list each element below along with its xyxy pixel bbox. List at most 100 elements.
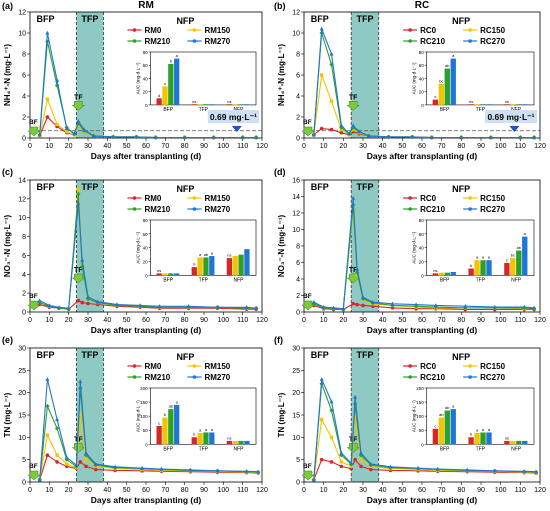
x-tick-label: 0: [28, 487, 32, 494]
y-tick-label: 5: [22, 457, 26, 464]
data-point-RM270: [254, 135, 259, 140]
inset-bar: [468, 104, 474, 105]
inset-bar: [209, 256, 215, 276]
x-tick-label: 120: [256, 487, 268, 494]
data-point-RM210: [76, 121, 81, 126]
data-point-RM270: [182, 135, 187, 140]
inset-sig-letter: a: [199, 252, 202, 257]
data-point-RM270: [115, 302, 119, 307]
panel-2: 0 10 20 30 40 50 60 70 80 90 100 110 120 0 2 4 6 8 10 12 Day…: [274, 0, 546, 161]
data-point-RM270: [215, 305, 220, 309]
x-tick-label: 20: [65, 143, 73, 150]
x-tick-label: 40: [379, 317, 387, 324]
x-tick-label: 0: [302, 317, 306, 324]
tfp-label: TFP: [356, 14, 373, 24]
x-axis-label: Days after transplanting (d): [367, 325, 478, 335]
bfp-label: BFP: [36, 350, 54, 360]
x-tick-label: 110: [237, 487, 248, 494]
nfp-label: NFP: [452, 16, 470, 26]
data-point-RM150: [55, 453, 59, 457]
data-point-RC270: [532, 135, 537, 140]
tfp-label: TFP: [81, 182, 98, 192]
inset-y-tick-label: 50: [143, 428, 149, 433]
inset-bar: [238, 104, 244, 105]
data-point-RC270: [465, 467, 470, 472]
data-point-RM270: [140, 465, 145, 470]
data-point-RC150: [320, 417, 324, 422]
x-tick-label: 80: [181, 143, 189, 150]
inset-bar: [516, 440, 522, 445]
threshold-arrow: [231, 126, 242, 132]
data-point-RM270: [55, 417, 60, 422]
x-tick-label: 70: [161, 487, 169, 494]
inset-sig-letter: c: [158, 420, 160, 425]
inset-x-label: TFP: [199, 107, 209, 113]
bf-label: BF: [303, 293, 312, 300]
x-tick-label: 60: [418, 487, 426, 494]
tf-arrow: [71, 273, 86, 284]
data-point-RC270: [518, 135, 523, 140]
nfp-label: NFP: [452, 184, 470, 194]
legend-label-RC270: RC270: [480, 37, 505, 46]
y-tick-label: 30: [18, 346, 26, 353]
inset-x-label: TFP: [476, 277, 486, 283]
legend-marker-RC270: [468, 207, 472, 211]
legend-label-RC270: RC270: [480, 373, 505, 382]
inset-x-label: TFP: [199, 446, 209, 452]
inset-sig-letter: ns: [227, 435, 231, 440]
data-point-RM270: [188, 467, 193, 472]
x-tick-label: 30: [84, 143, 92, 150]
bfp-label: BFP: [36, 182, 54, 192]
data-point-RM0: [86, 301, 90, 306]
inset-bar: [203, 257, 209, 276]
inset-y-tick-label: 100: [140, 414, 148, 419]
data-point-RM270: [55, 78, 60, 82]
data-point-RC270: [347, 131, 352, 136]
data-point-RC270: [410, 134, 415, 139]
legend-label-RC150: RC150: [480, 26, 505, 35]
y-tick-label: 6: [22, 73, 26, 80]
inset-sig-letter: a: [482, 427, 485, 432]
data-point-RM270: [211, 135, 216, 140]
inset-sig-letter: d: [158, 93, 160, 98]
y-tick-label: 4: [296, 94, 300, 101]
bf-arrow: [27, 126, 41, 137]
panel-group-title: RM: [138, 0, 154, 11]
data-point-RM0: [80, 300, 84, 305]
inset-sig-letter: ab: [517, 245, 522, 250]
data-point-RM270: [57, 305, 61, 309]
data-point-RC270: [433, 303, 438, 307]
y-tick-label: 4: [296, 277, 300, 284]
data-point-RM270: [47, 303, 52, 307]
tf-label: TF: [74, 94, 83, 101]
inset-bar: [197, 104, 203, 105]
x-tick-label: 20: [339, 143, 347, 150]
y-axis-label: NH₄⁺-N (mg·L⁻¹): [277, 44, 286, 106]
data-point-RC150: [359, 457, 363, 462]
y-axis-label: NO₃⁻-N (mg·L⁻¹): [277, 214, 286, 277]
data-point-RC150: [349, 464, 353, 469]
data-point-RC270: [522, 304, 527, 309]
x-tick-label: 90: [477, 317, 485, 324]
inset-x-label: TFP: [476, 107, 486, 113]
legend-marker-RC0: [408, 364, 412, 368]
data-point-RM0: [45, 115, 50, 119]
panel-letter: (a): [2, 1, 13, 11]
inset-bar: [450, 409, 456, 445]
data-point-RC270: [366, 133, 371, 138]
x-tick-label: 70: [161, 317, 169, 324]
panel-letter: (e): [2, 335, 13, 345]
inset-bar: [174, 273, 180, 276]
legend-marker-RC270: [468, 375, 472, 379]
data-point-RM270: [240, 135, 245, 140]
inset-y-tick-label: 0: [421, 442, 424, 447]
inset-sig-letter: a: [476, 255, 479, 260]
x-tick-label: 60: [418, 143, 426, 150]
data-point-RM150: [78, 413, 82, 417]
bf-arrow: [301, 126, 315, 137]
y-axis-label: TN (mg·L⁻¹): [3, 392, 12, 437]
inset-x-label: BFP: [163, 446, 173, 452]
data-point-RC0: [319, 457, 324, 462]
data-point-RC0: [353, 457, 357, 462]
